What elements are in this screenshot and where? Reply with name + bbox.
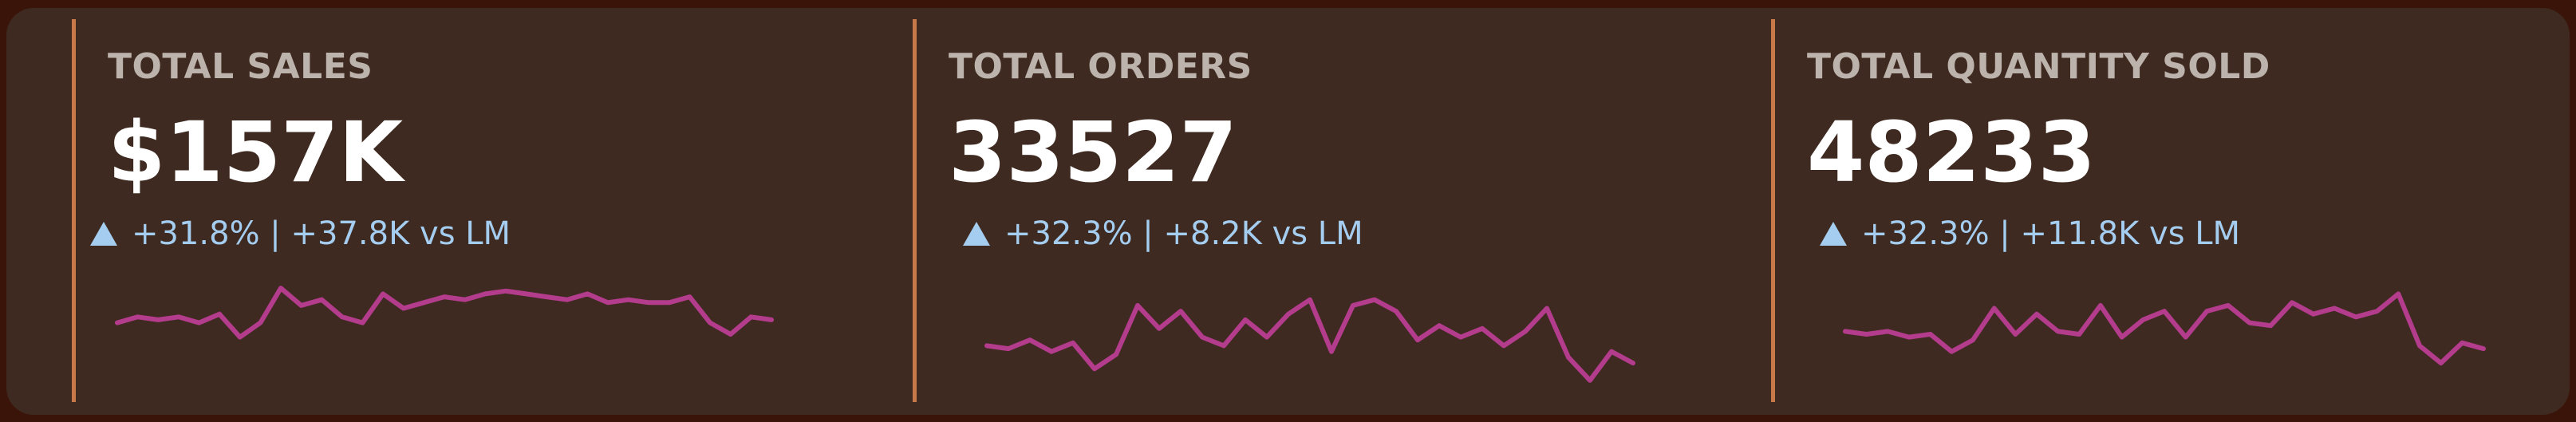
sparkline-total-orders (984, 297, 1635, 383)
kpi-value: 33527 (949, 104, 1237, 201)
kpi-change-text: +32.3% | +11.8K vs LM (1861, 215, 2241, 252)
kpi-title: TOTAL ORDERS (949, 46, 1252, 87)
kpi-value: $157K (108, 104, 404, 201)
kpi-change-text: +32.3% | +8.2K vs LM (1004, 215, 1363, 252)
kpi-change: +32.3% | +8.2K vs LM (963, 215, 1363, 252)
triangle-up-icon (963, 222, 990, 246)
sparkline-series-line (115, 286, 774, 340)
sparkline-total-sales (115, 286, 774, 340)
kpi-change: +32.3% | +11.8K vs LM (1820, 215, 2240, 252)
sparkline-series-line (1843, 291, 2486, 366)
kpi-card-total-sales[interactable]: TOTAL SALES $157K +31.8% | +37.8K vs LM (72, 19, 909, 402)
kpi-value: 48233 (1807, 104, 2096, 201)
triangle-up-icon (1820, 222, 1847, 246)
kpi-title: TOTAL SALES (108, 46, 373, 87)
triangle-up-icon (90, 222, 117, 246)
kpi-title: TOTAL QUANTITY SOLD (1807, 46, 2270, 87)
kpi-card-total-orders[interactable]: TOTAL ORDERS 33527 +32.3% | +8.2K vs LM (913, 19, 1766, 402)
kpi-card-total-quantity-sold[interactable]: TOTAL QUANTITY SOLD 48233 +32.3% | +11.8… (1771, 19, 2561, 402)
kpi-change: +31.8% | +37.8K vs LM (90, 215, 511, 252)
sparkline-series-line (984, 297, 1635, 383)
sparkline-total-quantity-sold (1843, 291, 2486, 366)
kpi-change-text: +31.8% | +37.8K vs LM (132, 215, 511, 252)
kpi-panel: TOTAL SALES $157K +31.8% | +37.8K vs LM … (6, 8, 2570, 415)
